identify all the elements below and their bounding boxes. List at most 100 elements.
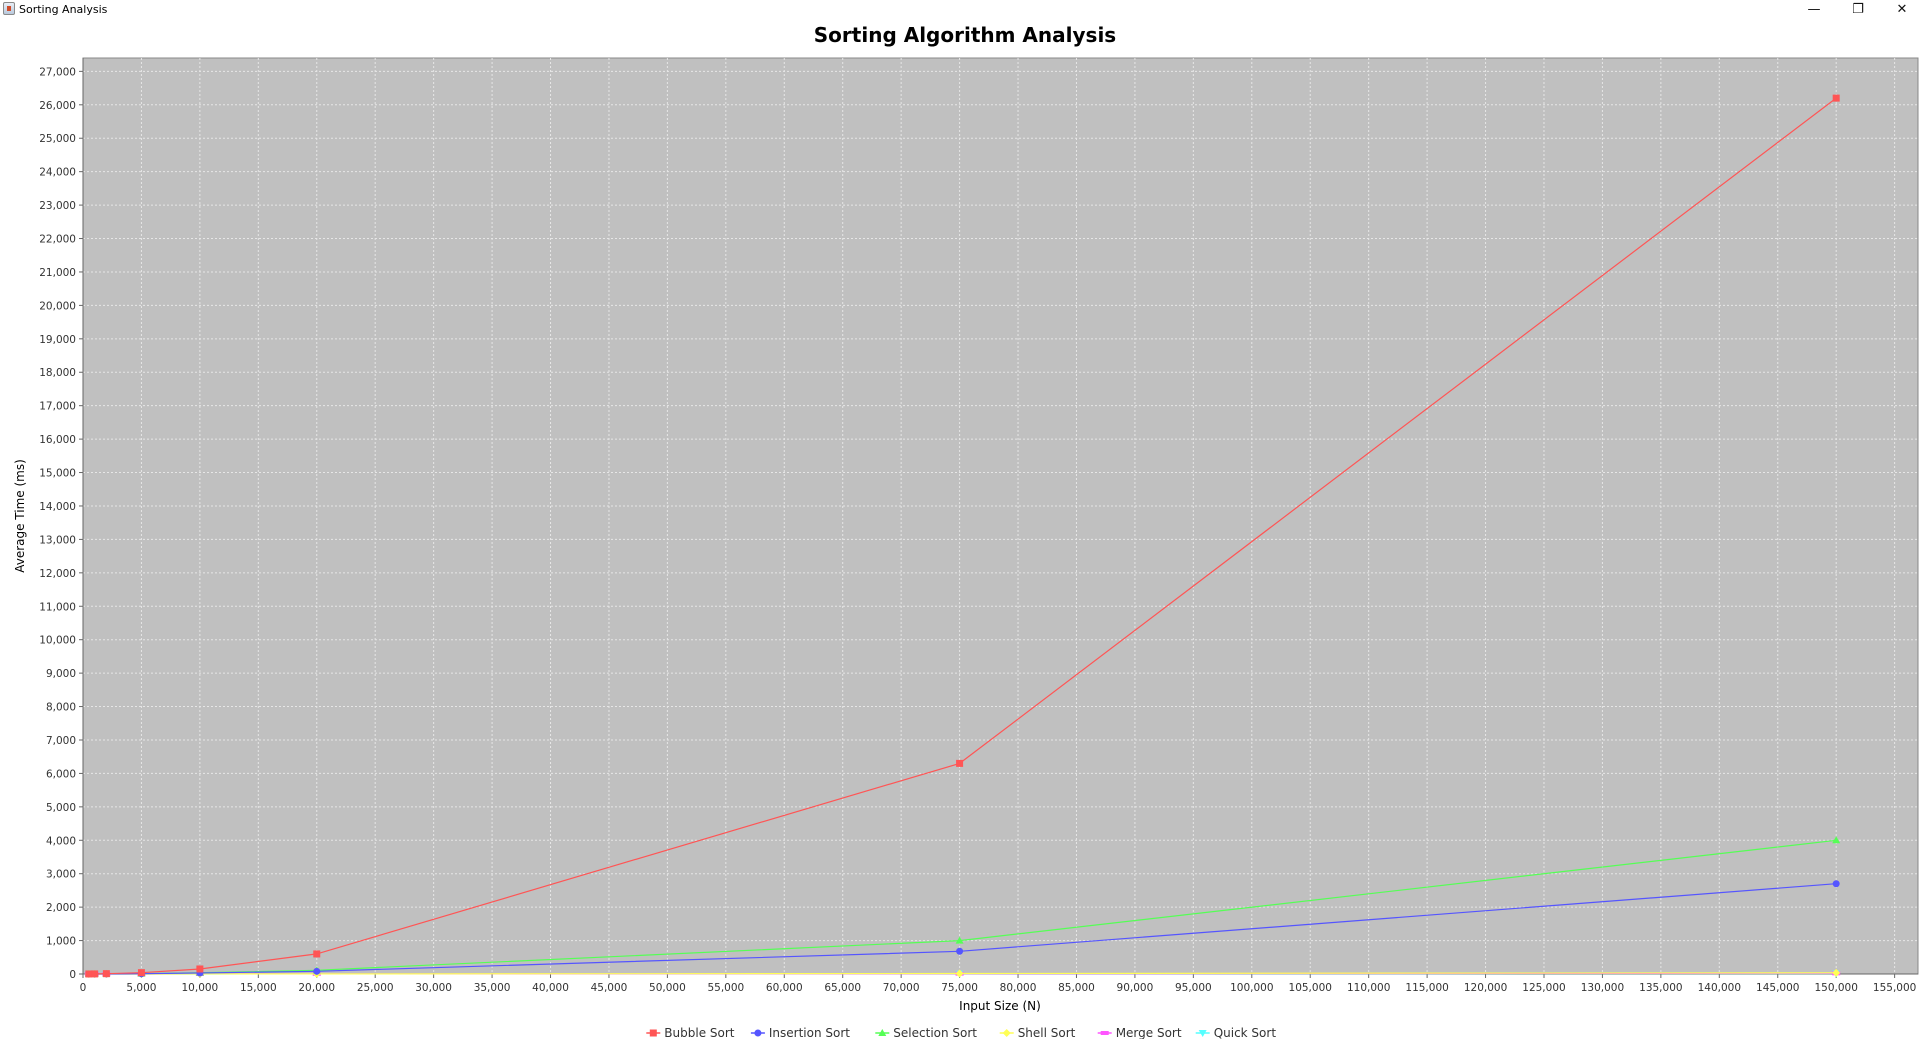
x-tick-label: 145,000	[1756, 982, 1799, 994]
legend-marker	[878, 1029, 887, 1036]
x-tick-label: 130,000	[1581, 982, 1624, 994]
y-tick-label: 3,000	[46, 869, 76, 881]
x-tick-label: 25,000	[357, 982, 394, 994]
legend-item: Shell Sort	[999, 1026, 1076, 1039]
x-tick-label: 125,000	[1522, 982, 1565, 994]
y-tick-label: 0	[69, 969, 76, 981]
x-tick-label: 85,000	[1058, 982, 1095, 994]
x-axis-label: Input Size (N)	[959, 999, 1041, 1013]
y-tick-label: 14,000	[39, 501, 76, 513]
x-tick-label: 15,000	[240, 982, 277, 994]
data-point	[955, 969, 964, 978]
x-tick-label: 100,000	[1230, 982, 1273, 994]
x-tick-label: 95,000	[1175, 982, 1212, 994]
legend-marker	[1100, 1031, 1109, 1035]
series-lines	[84, 94, 1841, 978]
x-tick-label: 70,000	[883, 982, 920, 994]
legend-marker	[1198, 1030, 1207, 1037]
x-tick-label: 110,000	[1347, 982, 1390, 994]
data-point	[313, 950, 321, 958]
y-tick-label: 2,000	[46, 902, 76, 914]
chart-title: Sorting Algorithm Analysis	[814, 23, 1116, 47]
y-tick-label: 5,000	[46, 802, 76, 814]
x-tick-label: 140,000	[1698, 982, 1741, 994]
legend-marker	[1002, 1029, 1011, 1037]
x-tick-label: 80,000	[1000, 982, 1037, 994]
window-title: Sorting Analysis	[19, 3, 108, 16]
legend-label: Shell Sort	[1018, 1026, 1076, 1039]
data-point	[955, 936, 964, 944]
legend: Bubble Sort Insertion Sort Selection Sort S…	[646, 1026, 1276, 1039]
y-tick-label: 21,000	[39, 267, 76, 279]
data-point	[1832, 880, 1840, 888]
legend-item: Selection Sort	[875, 1026, 977, 1039]
grid-lines	[82, 58, 1918, 975]
y-tick-label: 17,000	[39, 401, 76, 413]
x-tick-label: 105,000	[1289, 982, 1332, 994]
x-tick-label: 10,000	[182, 982, 219, 994]
y-tick-label: 6,000	[46, 768, 76, 780]
legend-label: Bubble Sort	[664, 1026, 734, 1039]
y-tick-label: 11,000	[39, 601, 76, 613]
x-tick-label: 5,000	[126, 982, 156, 994]
legend-label: Merge Sort	[1116, 1026, 1182, 1039]
x-tick-label: 90,000	[1117, 982, 1154, 994]
x-tick-label: 40,000	[532, 982, 569, 994]
y-tick-label: 12,000	[39, 568, 76, 580]
data-point	[1832, 968, 1841, 977]
data-point	[956, 759, 964, 767]
legend-label: Quick Sort	[1214, 1026, 1277, 1039]
y-tick-label: 18,000	[39, 367, 76, 379]
y-tick-label: 13,000	[39, 534, 76, 546]
y-tick-label: 7,000	[46, 735, 76, 747]
minimize-button[interactable]: —	[1807, 1, 1821, 17]
legend-label: Insertion Sort	[769, 1026, 850, 1039]
y-tick-label: 9,000	[46, 668, 76, 680]
y-tick-label: 23,000	[39, 200, 76, 212]
x-tick-label: 0	[80, 982, 87, 994]
x-tick-label: 135,000	[1639, 982, 1682, 994]
y-tick-label: 22,000	[39, 234, 76, 246]
y-tick-label: 20,000	[39, 300, 76, 312]
x-tick-label: 35,000	[474, 982, 511, 994]
data-point	[196, 965, 204, 973]
x-tick-label: 150,000	[1814, 982, 1857, 994]
y-tick-label: 15,000	[39, 468, 76, 480]
y-tick-label: 24,000	[39, 167, 76, 179]
x-tick-label: 65,000	[824, 982, 861, 994]
y-tick-label: 26,000	[39, 100, 76, 112]
restore-button[interactable]: ❐	[1852, 1, 1864, 17]
y-tick-label: 8,000	[46, 702, 76, 714]
x-tick-label: 45,000	[591, 982, 628, 994]
data-point	[1832, 94, 1840, 102]
close-button[interactable]: ✕	[1896, 1, 1908, 17]
legend-item: Merge Sort	[1097, 1026, 1182, 1039]
data-point	[137, 969, 145, 977]
y-tick-label: 4,000	[46, 835, 76, 847]
x-tick-label: 50,000	[649, 982, 686, 994]
x-tick-label: 60,000	[766, 982, 803, 994]
legend-label: Selection Sort	[893, 1026, 977, 1039]
x-tick-label: 155,000	[1873, 982, 1916, 994]
x-tick-label: 120,000	[1464, 982, 1507, 994]
data-point	[91, 970, 99, 978]
x-tick-label: 30,000	[415, 982, 452, 994]
legend-item: Quick Sort	[1195, 1026, 1277, 1039]
x-tick-label: 75,000	[941, 982, 978, 994]
plot-area	[82, 57, 1919, 975]
y-tick-label: 16,000	[39, 434, 76, 446]
data-point	[1832, 836, 1841, 844]
y-axis-label: Average Time (ms)	[13, 459, 27, 573]
window-titlebar: Sorting Analysis — ❐ ✕	[0, 0, 1920, 18]
x-tick-label: 115,000	[1405, 982, 1448, 994]
y-tick-label: 27,000	[39, 66, 76, 78]
legend-marker	[754, 1029, 762, 1037]
y-tick-label: 10,000	[39, 635, 76, 647]
java-app-icon	[3, 2, 15, 15]
series-bubble-sort	[85, 94, 1840, 978]
x-tick-label: 20,000	[298, 982, 335, 994]
y-tick-label: 1,000	[46, 936, 76, 948]
legend-item: Bubble Sort	[646, 1026, 735, 1039]
data-point	[956, 947, 964, 955]
